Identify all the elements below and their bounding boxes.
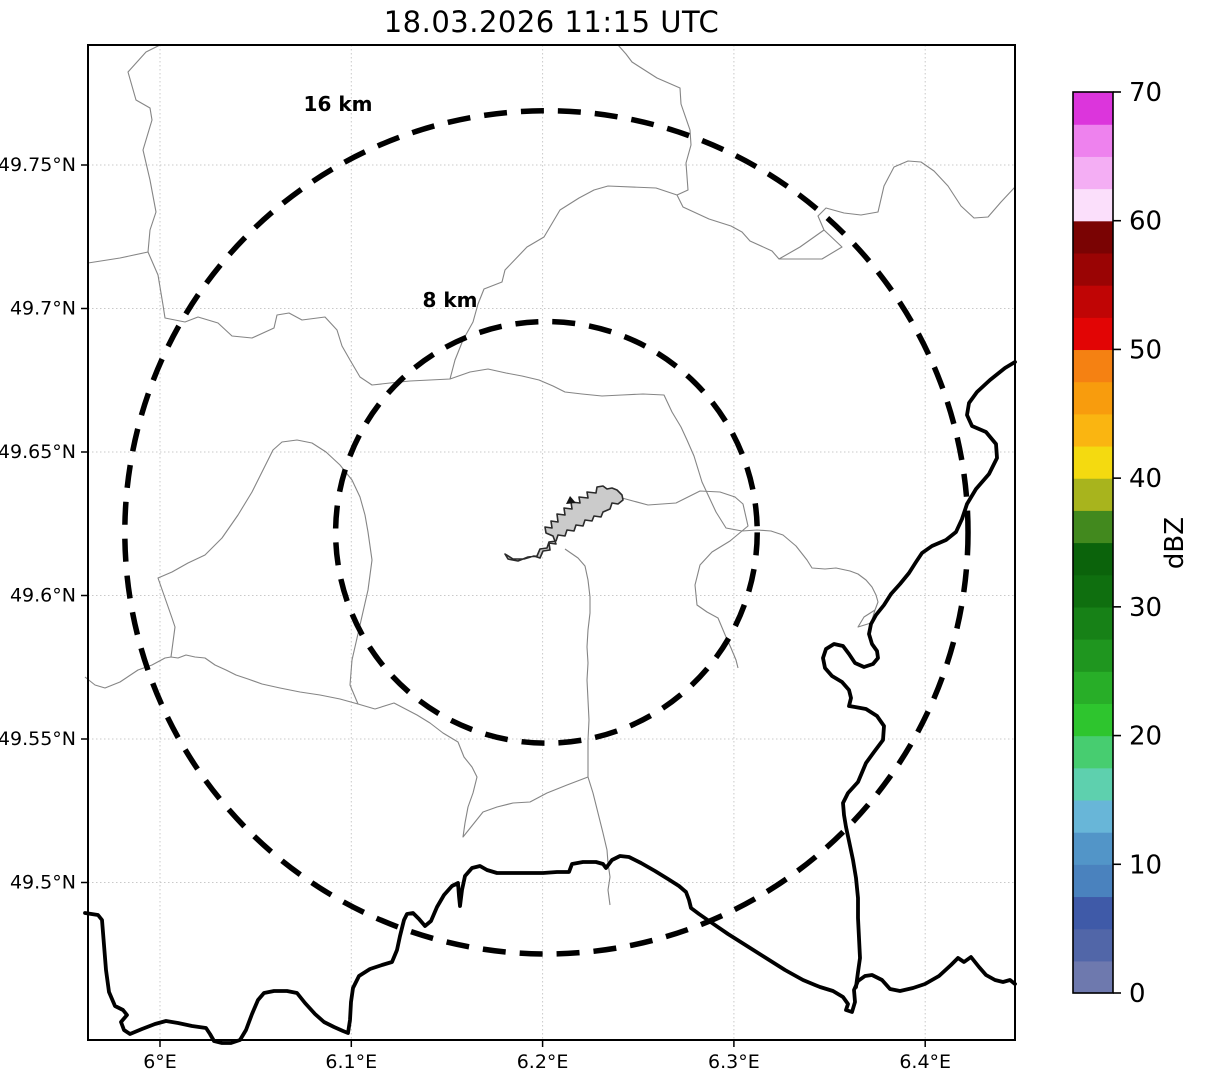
range-rings: 16 km 8 km bbox=[122, 92, 971, 957]
colorbar-segment bbox=[1073, 445, 1113, 479]
colorbar: 0 10 20 30 40 50 60 70 dBZ bbox=[1072, 78, 1190, 1009]
colorbar-segment bbox=[1073, 220, 1113, 254]
x-tick-label: 6.3°E bbox=[708, 1051, 760, 1073]
colorbar-segment bbox=[1073, 767, 1113, 801]
x-tick-label: 6.1°E bbox=[325, 1051, 377, 1073]
y-tick-label: 49.5°N bbox=[10, 872, 76, 894]
y-tick-label: 49.7°N bbox=[10, 298, 76, 320]
colorbar-tick-label: 10 bbox=[1129, 850, 1162, 880]
y-tick-label: 49.55°N bbox=[0, 728, 76, 750]
colorbar-tick-label: 60 bbox=[1129, 207, 1162, 237]
gridlines bbox=[88, 45, 1015, 1040]
x-tick-label: 6.2°E bbox=[517, 1051, 569, 1073]
x-tick-label: 6°E bbox=[143, 1051, 177, 1073]
colorbar-segment bbox=[1073, 864, 1113, 898]
colorbar-segment bbox=[1073, 703, 1113, 737]
admin-boundary bbox=[617, 44, 692, 196]
colorbar-border bbox=[1072, 91, 1114, 994]
y-tick-label: 49.65°N bbox=[0, 441, 76, 463]
range-ring-label: 16 km bbox=[304, 92, 373, 116]
admin-boundary bbox=[87, 251, 149, 264]
admin-boundary bbox=[621, 490, 749, 532]
colorbar-segment bbox=[1073, 156, 1113, 190]
urban-area bbox=[504, 485, 624, 562]
colorbar-segment bbox=[1073, 896, 1113, 930]
admin-boundary bbox=[817, 160, 1016, 231]
colorbar-tick-label: 70 bbox=[1129, 78, 1162, 108]
admin-boundary bbox=[676, 194, 825, 260]
axis-ticks-labels: 6°E 6.1°E 6.2°E 6.3°E 6.4°E 49.75°N 49.7°N 49.6… bbox=[0, 154, 951, 1073]
admin-boundary bbox=[741, 529, 879, 628]
colorbar-tick-label: 0 bbox=[1129, 979, 1146, 1009]
plot-border bbox=[87, 44, 1016, 1041]
colorbar-segment bbox=[1073, 542, 1113, 576]
colorbar-segment bbox=[1073, 671, 1113, 704]
colorbar-segment bbox=[1073, 960, 1113, 994]
colorbar-segment bbox=[1073, 832, 1113, 865]
admin-boundary bbox=[127, 44, 161, 253]
admin-boundary bbox=[694, 530, 743, 669]
colorbar-tick-label: 50 bbox=[1129, 335, 1162, 365]
colorbar-segment bbox=[1073, 606, 1113, 640]
colorbar-segment bbox=[1073, 317, 1113, 351]
plot-title: 18.03.2026 11:15 UTC bbox=[383, 5, 720, 39]
colorbar-tick-label: 20 bbox=[1129, 722, 1162, 752]
country-border bbox=[83, 854, 1017, 1045]
colorbar-segment bbox=[1073, 92, 1113, 125]
range-ring bbox=[122, 108, 971, 957]
colorbar-segment bbox=[1073, 928, 1113, 962]
colorbar-segment bbox=[1073, 574, 1113, 608]
colorbar-segment bbox=[1073, 478, 1113, 511]
admin-boundary bbox=[84, 654, 376, 710]
range-ring bbox=[332, 318, 760, 746]
colorbar-unit-label: dBZ bbox=[1160, 517, 1190, 569]
admin-boundary bbox=[147, 251, 743, 532]
admin-boundary bbox=[779, 229, 843, 260]
admin-boundary bbox=[157, 439, 373, 705]
radar-site-marker bbox=[566, 496, 576, 504]
colorbar-segment bbox=[1073, 349, 1113, 383]
colorbar-segment bbox=[1073, 510, 1113, 544]
colorbar-tick-label: 40 bbox=[1129, 464, 1162, 494]
y-tick-label: 49.6°N bbox=[10, 585, 76, 607]
admin-boundary bbox=[374, 702, 589, 838]
colorbar-segment bbox=[1073, 188, 1113, 222]
admin-boundary bbox=[449, 185, 678, 380]
plot-frame bbox=[87, 44, 1016, 1041]
colorbar-segment bbox=[1073, 799, 1113, 833]
admin-boundary bbox=[564, 548, 611, 906]
colorbar-segment bbox=[1073, 735, 1113, 769]
colorbar-segment bbox=[1073, 252, 1113, 286]
colorbar-segment bbox=[1073, 285, 1113, 318]
colorbar-segment bbox=[1073, 124, 1113, 157]
colorbar-segment bbox=[1073, 639, 1113, 672]
admin-boundary-lines bbox=[84, 44, 1016, 906]
colorbar-segment bbox=[1073, 413, 1113, 447]
y-tick-label: 49.75°N bbox=[0, 154, 76, 176]
range-ring-label: 8 km bbox=[422, 288, 477, 312]
colorbar-segment bbox=[1073, 381, 1113, 415]
country-border bbox=[821, 360, 1017, 989]
colorbar-tick-label: 30 bbox=[1129, 593, 1162, 623]
urban-area-polygon bbox=[504, 485, 624, 562]
x-tick-label: 6.4°E bbox=[899, 1051, 951, 1073]
country-border-lines bbox=[83, 360, 1017, 1045]
